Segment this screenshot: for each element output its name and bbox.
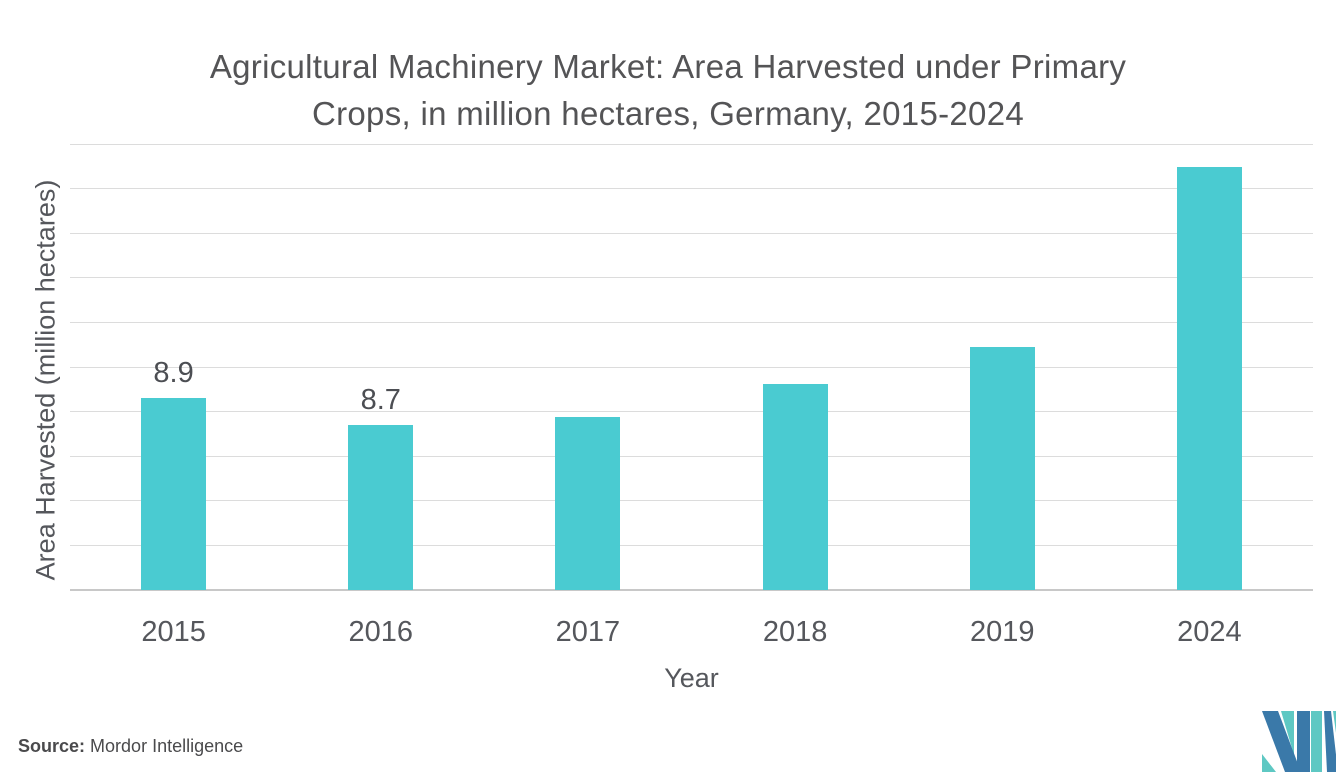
y-axis-title: Area Harvested (million hectares)	[30, 179, 61, 581]
x-axis-baseline	[70, 589, 1313, 591]
gridline	[70, 500, 1313, 502]
bar-2017	[555, 417, 621, 590]
x-tick-2015: 2015	[141, 616, 206, 648]
x-tick-2024: 2024	[1177, 616, 1242, 648]
gridline	[70, 411, 1313, 413]
source-value: Mordor Intelligence	[90, 736, 244, 756]
x-tick-2019: 2019	[969, 616, 1035, 648]
chart-title-line-1: Agricultural Machinery Market: Area Harv…	[209, 48, 1127, 86]
bar-2015	[141, 397, 207, 590]
source-label: Source:	[18, 736, 86, 756]
plot-area: 8.9 2015 8.7 2016 2017 2018 2019 2024	[70, 143, 1313, 648]
bar-2018	[762, 384, 828, 590]
gridline	[70, 321, 1313, 323]
bar-value-label-2015: 8.9	[153, 356, 194, 389]
gridline	[70, 143, 1313, 145]
bar-2016	[348, 425, 414, 590]
gridline	[70, 544, 1313, 546]
x-tick-2017: 2017	[555, 616, 621, 648]
gridline	[70, 188, 1313, 190]
chart-title: Agricultural Machinery Market: Area Harv…	[0, 43, 1336, 137]
bar-2024	[1176, 167, 1242, 590]
bar-2019	[969, 347, 1035, 590]
chart-title-line-2: Crops, in million hectares, Germany, 201…	[311, 95, 1025, 133]
gridline	[70, 455, 1313, 457]
mordor-intelligence-logo	[1262, 711, 1336, 772]
source-note: Source: Mordor Intelligence	[18, 736, 243, 757]
x-tick-2018: 2018	[762, 616, 828, 648]
bar-value-label-2016: 8.7	[360, 384, 401, 417]
x-axis-title: Year	[664, 663, 719, 693]
gridline	[70, 232, 1313, 234]
gridline	[70, 366, 1313, 368]
x-tick-2016: 2016	[348, 616, 413, 648]
gridline	[70, 277, 1313, 279]
